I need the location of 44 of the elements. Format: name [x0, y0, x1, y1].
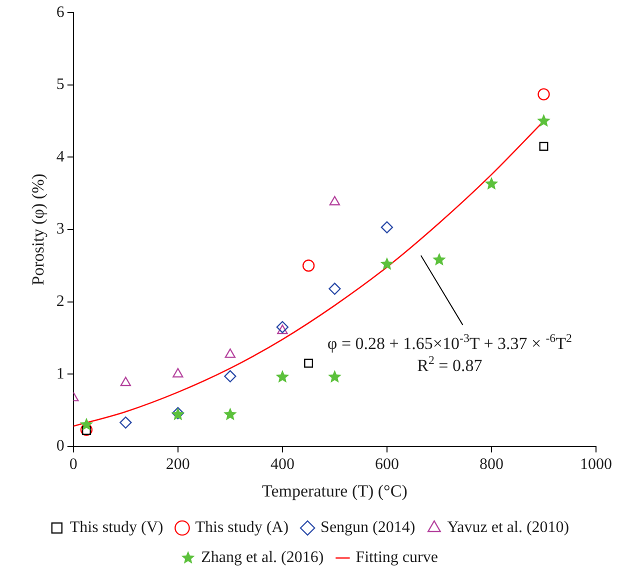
point [432, 252, 446, 266]
point [537, 114, 550, 127]
x-tick-label: 400 [270, 456, 294, 474]
point [484, 176, 498, 190]
point [276, 321, 289, 334]
x-tick-label: 200 [166, 456, 190, 474]
point [304, 358, 314, 368]
x-tick-label: 800 [479, 456, 504, 474]
point [302, 260, 315, 272]
y-tick-label: 4 [56, 148, 64, 166]
point [380, 257, 394, 270]
point [539, 142, 548, 151]
legend-label: Sengun (2014) [320, 519, 416, 536]
point [224, 408, 237, 420]
x-tick-label: 600 [374, 456, 399, 474]
legend-label: Fitting curve [356, 549, 438, 566]
y-axis-title: Porosity (φ) (%) [28, 174, 48, 286]
legend-label: This study (V) [70, 519, 164, 536]
point [224, 348, 236, 358]
y-tick-label: 5 [56, 76, 64, 94]
y-tick-label: 1 [56, 365, 64, 382]
point [380, 221, 394, 234]
y-tick-label: 0 [56, 438, 64, 455]
legend-label: Zhang et al. (2016) [201, 549, 324, 566]
point [328, 370, 342, 383]
point [328, 282, 341, 295]
point [80, 418, 94, 430]
y-tick-label: 6 [56, 4, 64, 21]
point [172, 368, 184, 378]
point [277, 324, 288, 334]
point [329, 196, 340, 206]
x-axis-title: Temperature (T) (°C) [262, 481, 408, 500]
point [120, 376, 132, 386]
point [276, 370, 290, 383]
y-tick-label: 2 [56, 293, 64, 310]
legend-label: This study (A) [195, 519, 289, 536]
x-tick-label: 1000 [580, 456, 612, 474]
legend-label: Yavuz et al. (2010) [447, 519, 570, 536]
point [538, 88, 550, 100]
point [80, 424, 93, 436]
point [120, 416, 132, 429]
y-tick-label: 3 [56, 220, 64, 238]
point [224, 370, 236, 382]
x-tick-label: 0 [69, 456, 78, 474]
